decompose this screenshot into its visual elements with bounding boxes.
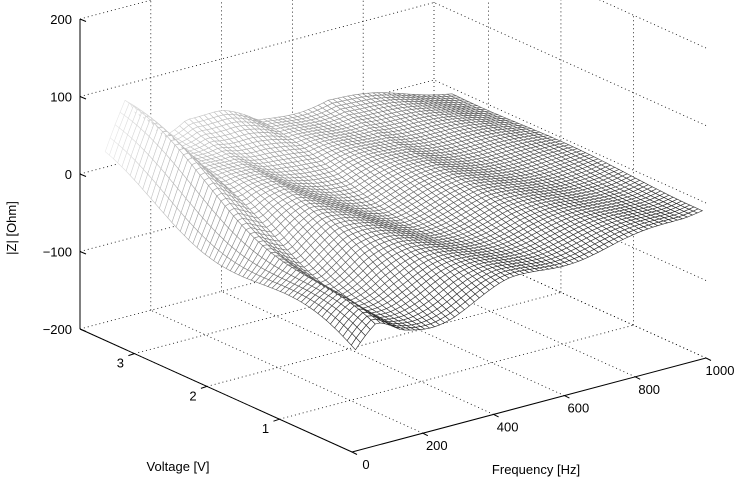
x-tick-label: 200 <box>426 438 448 453</box>
z-tick-label: 0 <box>65 167 72 182</box>
x-tick-mark <box>493 413 499 418</box>
grid-line <box>433 2 707 126</box>
x-tick-mark <box>351 451 358 455</box>
z-tick-mark <box>79 18 87 22</box>
surface-mesh <box>104 92 704 351</box>
x-tick-label: 800 <box>638 382 660 397</box>
z-tick-label: 100 <box>50 90 72 105</box>
z-tick-mark <box>79 173 87 177</box>
z-tick-label: 200 <box>50 12 72 27</box>
z-axis-label: |Z| [Ohm] <box>4 201 19 255</box>
grid-line <box>79 2 435 97</box>
x-tick-label: 600 <box>568 401 590 416</box>
z-tick-label: −200 <box>43 322 72 337</box>
grid-line <box>433 79 707 204</box>
x-tick-mark <box>634 376 641 380</box>
y-tick-label: 3 <box>117 356 124 371</box>
z-tick-label: −100 <box>43 245 72 260</box>
x-axis-label: Frequency [Hz] <box>492 462 580 477</box>
x-tick-mark <box>705 357 712 361</box>
z-tick-mark <box>79 251 87 255</box>
x-tick-mark <box>422 432 429 437</box>
y-axis-line <box>79 328 353 453</box>
x-axis-line <box>351 357 707 453</box>
x-tick-mark <box>564 395 570 399</box>
grid-line <box>221 291 494 415</box>
y-tick-label: 1 <box>262 421 269 436</box>
y-tick-mark <box>273 418 280 422</box>
y-tick-mark <box>128 353 135 357</box>
grid-line <box>598 0 707 49</box>
y-tick-label: 2 <box>189 388 196 403</box>
grid-line <box>79 0 154 20</box>
y-axis-label: Voltage [V] <box>147 459 210 474</box>
x-tick-label: 0 <box>362 457 369 472</box>
x-tick-label: 1000 <box>706 363 735 378</box>
z-tick-mark <box>79 328 87 332</box>
grid-line <box>150 309 423 434</box>
x-tick-label: 400 <box>497 419 519 434</box>
z-tick-mark <box>79 96 87 100</box>
y-tick-mark <box>200 385 208 389</box>
